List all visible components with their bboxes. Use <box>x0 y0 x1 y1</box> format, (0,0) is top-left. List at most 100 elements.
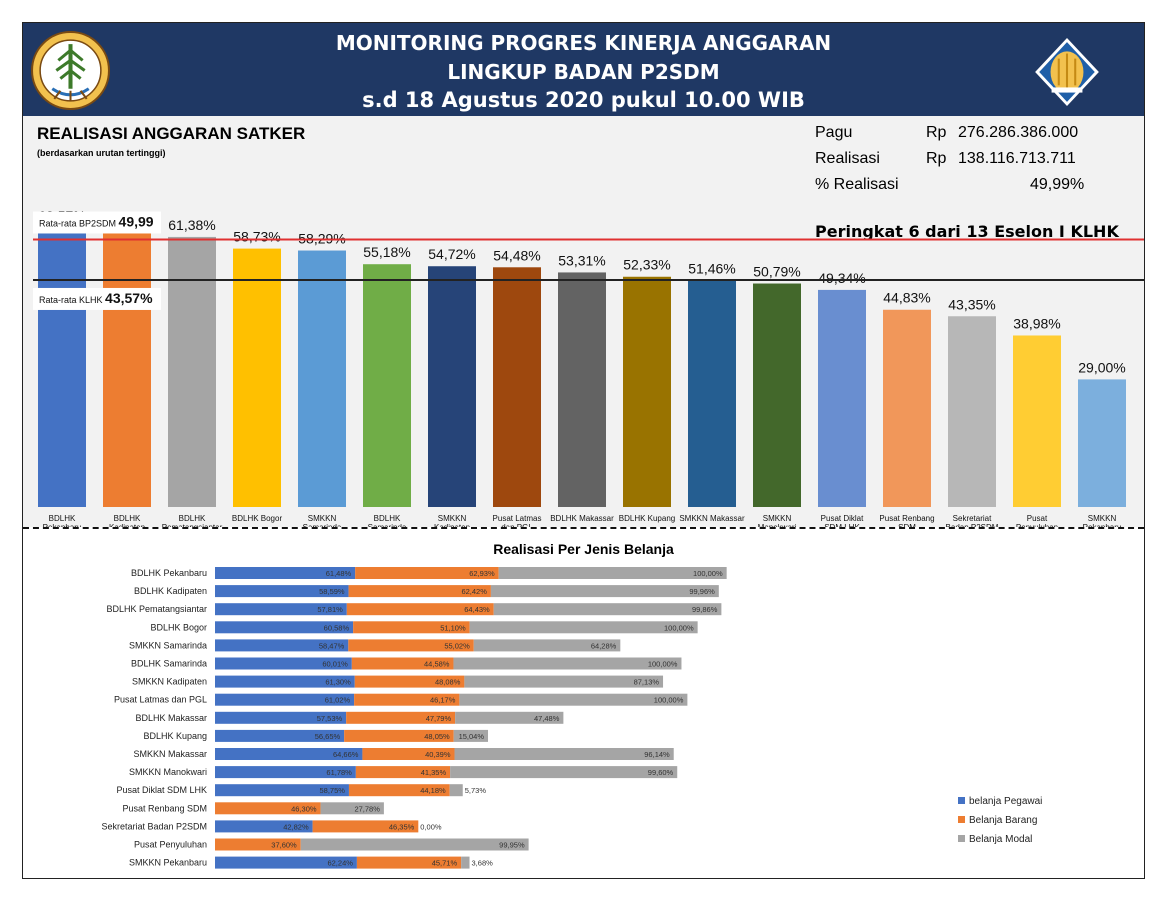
bar-8 <box>493 267 541 507</box>
segment-label-2-row-4: 51,10% <box>440 623 466 632</box>
category-label-line: SMKKN <box>308 514 337 523</box>
category-label-line: SDM <box>898 523 916 527</box>
category-label-line: Pusat <box>1027 514 1048 523</box>
bar-2 <box>103 231 151 507</box>
category-label-line: Samarinda <box>368 523 407 527</box>
category-label-line: BDLHK <box>114 514 141 523</box>
bar-16 <box>1013 335 1061 507</box>
segment-label-2-row-13: 44,18% <box>420 786 446 795</box>
pagu-value: 276.286.386.000 <box>958 124 1079 141</box>
category-label-line: Pekanbaru <box>43 523 82 527</box>
segment-label-1-row-7: 61,30% <box>325 678 351 687</box>
row-label-9: BDLHK Makassar <box>135 713 207 723</box>
segment-label-1-row-5: 58,47% <box>319 641 345 650</box>
segment-2-row-6 <box>351 657 454 670</box>
category-label-line: Badan P2SDM <box>946 523 999 527</box>
category-label-line: Samarinda <box>303 523 342 527</box>
row-label-11: SMKKN Makassar <box>133 749 207 759</box>
row-label-17: SMKKN Pekanbaru <box>129 858 207 868</box>
segment-label-3-row-2: 99,96% <box>689 587 715 596</box>
segment-3-row-13 <box>449 784 463 797</box>
section-subtitle: (berdasarkan urutan tertinggi) <box>37 148 166 158</box>
segment-label-3-row-9: 47,48% <box>534 714 560 723</box>
header-banner: MONITORING PROGRES KINERJA ANGGARAN LING… <box>23 23 1144 116</box>
segment-2-row-17 <box>356 856 462 869</box>
bar-9 <box>558 272 606 507</box>
segment-1-row-8 <box>215 693 355 706</box>
segment-1-row-2 <box>215 585 349 598</box>
category-label-line: BDLHK Kupang <box>619 514 675 523</box>
bar-10 <box>623 276 671 507</box>
segment-label-1-row-6: 60,01% <box>322 660 348 669</box>
bar-value-label-14: 44,83% <box>883 290 930 306</box>
category-label-line: BDLHK <box>49 514 76 523</box>
segment-label-3-row-10: 15,04% <box>459 732 485 741</box>
category-label-line: BDLHK Bogor <box>232 514 283 523</box>
legend-barang: Belanja Barang <box>958 815 1037 826</box>
segment-label-1-row-2: 58,59% <box>319 587 345 596</box>
segment-3-row-12 <box>450 766 678 779</box>
row-label-8: Pusat Latmas dan PGL <box>114 695 207 705</box>
segment-2-row-5 <box>348 639 474 652</box>
segment-label-1-row-3: 57,81% <box>317 605 343 614</box>
legend-swatch-barang <box>958 816 965 823</box>
segment-label-1-row-9: 57,53% <box>317 714 343 723</box>
bar-17 <box>1078 379 1126 507</box>
row-label-4: BDLHK Bogor <box>150 622 207 632</box>
segment-label-3-row-5: 64,28% <box>591 641 617 650</box>
segment-3-row-8 <box>459 693 688 706</box>
category-label-10: BDLHK Kupang <box>619 514 675 523</box>
segment-3-row-7 <box>464 675 664 688</box>
segment-label-1-row-17: 62,24% <box>327 859 353 868</box>
category-label-line: BDLHK <box>179 514 206 523</box>
klhk-logo-icon <box>31 31 110 110</box>
segment-label-2-row-3: 64,43% <box>464 605 490 614</box>
legend-label-modal: Belanja Modal <box>969 834 1033 845</box>
bar-11 <box>688 280 736 507</box>
segment-label-2-row-7: 48,08% <box>435 678 461 687</box>
segment-3-row-16 <box>300 838 529 851</box>
bar-5 <box>298 250 346 508</box>
segment-label-1-row-8: 61,02% <box>325 696 351 705</box>
segment-label-1-row-15: 42,82% <box>283 822 309 831</box>
row-label-7: SMKKN Kadipaten <box>132 677 207 687</box>
segment-3-row-14 <box>320 802 384 815</box>
segment-label-3-row-11: 96,14% <box>644 750 670 759</box>
category-label-line: Kadipaten <box>109 523 145 527</box>
segment-1-row-10 <box>215 729 345 742</box>
segment-label-2-row-12: 41,35% <box>421 768 447 777</box>
bar-3 <box>168 236 216 507</box>
category-label-line: Pusat Diklat <box>821 514 864 523</box>
legend-label-barang: Belanja Barang <box>969 815 1038 826</box>
segment-label-2-row-9: 47,79% <box>426 714 452 723</box>
row-label-3: BDLHK Pematangsiantar <box>106 604 207 614</box>
segment-2-row-4 <box>353 621 470 634</box>
segment-3-row-1 <box>498 567 727 579</box>
segment-label-1-row-11: 64,66% <box>333 750 359 759</box>
kemenkeu-logo-icon <box>1035 38 1099 106</box>
segment-label-2-row-10: 48,05% <box>424 732 450 741</box>
bar-value-label-10: 52,33% <box>623 257 670 273</box>
bar-value-label-6: 55,18% <box>363 244 410 260</box>
segment-label-3-row-16: 99,95% <box>499 841 525 850</box>
segment-3-row-5 <box>473 639 621 652</box>
bar-value-label-9: 53,31% <box>558 252 605 268</box>
segment-2-row-16 <box>215 838 301 851</box>
legend-swatch-pegawai <box>958 797 965 804</box>
persen-value: 49,99% <box>1030 176 1085 193</box>
row-label-1: BDLHK Pekanbaru <box>131 568 207 578</box>
peringkat-text: Peringkat 6 dari 13 Eselon I KLHK <box>815 222 1119 241</box>
category-label-line: Pekanbaru <box>1083 523 1122 527</box>
bar-value-label-12: 50,79% <box>753 264 800 280</box>
segment-label-2-row-6: 44,58% <box>424 660 450 669</box>
pagu-currency: Rp <box>926 124 947 141</box>
segment-1-row-5 <box>215 639 349 652</box>
reference-label-1: Rata-rata BP2SDM 49,99 <box>39 213 154 229</box>
jenis-belanja-title: Realisasi Per Jenis Belanja <box>493 541 674 557</box>
segment-label-3-row-4: 100,00% <box>664 623 694 632</box>
segment-label-2-row-14: 46,30% <box>291 804 317 813</box>
segment-1-row-13 <box>215 784 349 797</box>
